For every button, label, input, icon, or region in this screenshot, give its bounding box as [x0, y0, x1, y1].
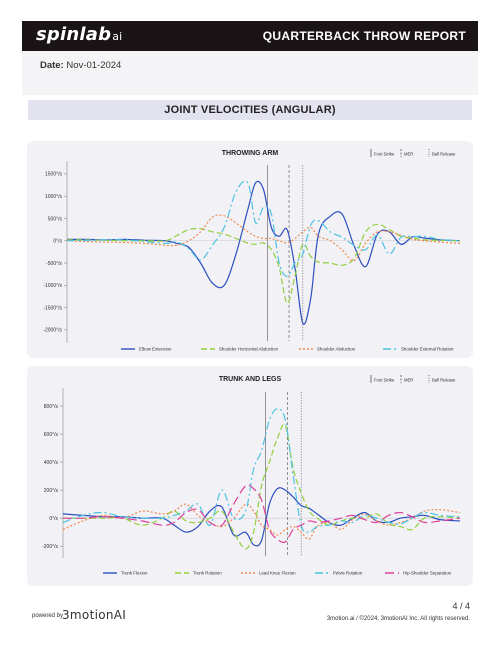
page-number: 4 / 4 [452, 601, 470, 611]
date-value: Nov-01-2024 [66, 60, 122, 71]
y-tick-label: 1000°/s [45, 194, 63, 200]
y-tick-label: -200°/s [42, 544, 58, 550]
series-line [62, 408, 461, 533]
legend-label: Shoulder Horizontal Abduction [219, 347, 279, 352]
series-line [62, 503, 461, 540]
powered-by-label: powered by [32, 613, 64, 619]
chart-title: THROWING ARM [222, 150, 279, 157]
legend-label: Elbow Extension [139, 347, 172, 352]
series-line [66, 180, 461, 325]
series-line [66, 223, 461, 304]
y-tick-label: 0°/s [49, 516, 58, 522]
trunk-and-legs-chart-card: TRUNK AND LEGS Foot Strike MER Ball Release… [27, 366, 473, 586]
legend-label: Shoulder External Rotation [401, 347, 454, 352]
y-tick-label: 600°/s [44, 432, 59, 438]
marker-legend-label: Foot Strike [374, 152, 395, 157]
logo-main-text: spinlab [36, 24, 112, 45]
trunk-and-legs-chart: TRUNK AND LEGS Foot Strike MER Ball Release… [42, 375, 461, 576]
legend-label: Lead Knee Flexion [259, 571, 296, 576]
y-tick-label: 500°/s [48, 216, 63, 222]
throwing-arm-chart-card: THROWING ARM Foot Strike MER Ball Release 15… [27, 141, 473, 358]
report-title: QUARTERBACK THROW REPORT [262, 29, 466, 43]
legend-label: Hip-Shoulder Separation [403, 571, 452, 576]
series-line [66, 180, 461, 277]
series-line [62, 487, 461, 547]
marker-legend-label: MER [404, 378, 413, 383]
date-bar: Date: Nov-01-2024 [22, 51, 478, 95]
date-label: Date: [40, 60, 64, 71]
throwing-arm-chart: THROWING ARM Foot Strike MER Ball Release 15… [43, 149, 461, 352]
y-tick-label: -1500°/s [43, 305, 62, 311]
y-tick-label: 400°/s [44, 460, 59, 466]
y-tick-label: -1000°/s [43, 283, 62, 289]
section-title: JOINT VELOCITIES (ANGULAR) [28, 100, 472, 120]
spinlab-logo: spinlabai [36, 24, 122, 45]
y-tick-label: -500°/s [46, 261, 62, 267]
legend-label: Pelvis Rotation [333, 571, 363, 576]
report-date: Date: Nov-01-2024 [40, 60, 121, 71]
y-tick-label: 0°/s [53, 239, 62, 245]
marker-legend-label: Ball Release [432, 152, 456, 157]
y-tick-label: 1500°/s [45, 172, 63, 178]
logo-suffix-text: ai [112, 30, 123, 43]
copyright-text: 3motion.ai / ©2024, 3motionAI Inc. All r… [326, 616, 470, 622]
legend-label: Trunk Flexion [121, 571, 148, 576]
series-line [62, 423, 461, 550]
y-tick-label: 200°/s [44, 488, 59, 494]
legend-label: Trunk Rotation [193, 571, 222, 576]
series-line [62, 484, 461, 544]
marker-legend-label: MER [404, 152, 413, 157]
marker-legend-label: Foot Strike [374, 378, 395, 383]
legend-label: Shoulder Abduction [317, 347, 356, 352]
chart-title: TRUNK AND LEGS [219, 376, 282, 383]
y-tick-label: -2000°/s [43, 328, 62, 334]
3motion-logo: 3motionAI [62, 608, 127, 622]
y-tick-label: 800°/s [44, 404, 59, 410]
report-header: spinlabai QUARTERBACK THROW REPORT [22, 21, 478, 51]
marker-legend-label: Ball Release [432, 378, 456, 383]
